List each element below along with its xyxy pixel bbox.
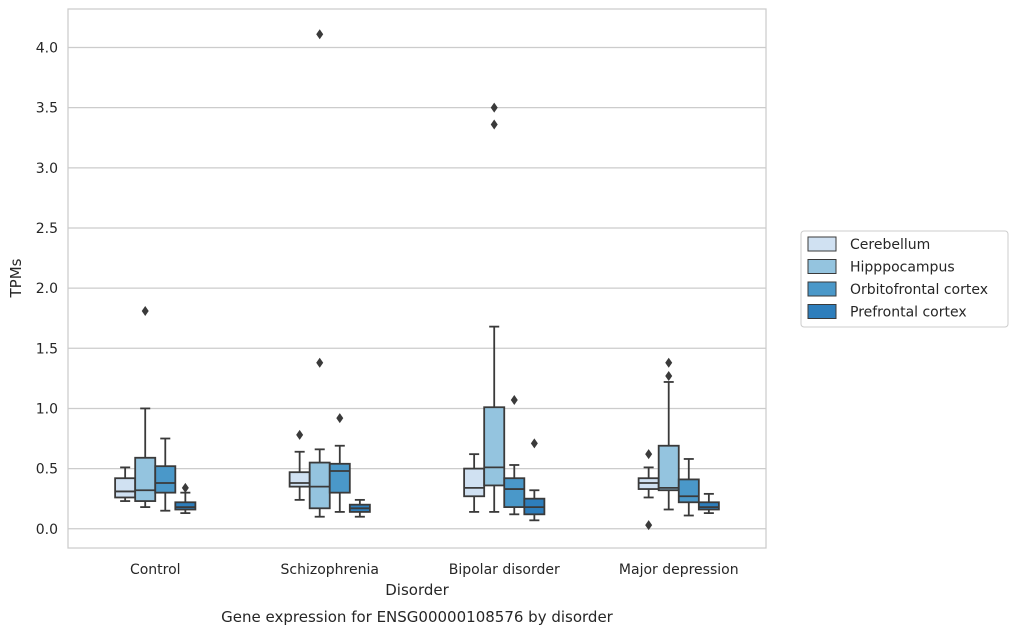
outlier-marker <box>530 438 538 449</box>
y-tick-label: 4.0 <box>36 41 58 57</box>
outlier-marker <box>665 370 673 381</box>
legend: Cerebellum Hipppocampus Orbitofrontal cort… <box>800 230 1009 328</box>
outlier-marker <box>645 520 653 531</box>
y-tick-label: 0.0 <box>36 522 58 538</box>
outlier-marker <box>336 413 344 424</box>
outlier-marker <box>181 482 189 493</box>
box-prefrontal-cortex <box>523 438 546 522</box>
legend-swatch <box>807 304 837 319</box>
box-body <box>328 462 351 494</box>
x-tick-label: Schizophrenia <box>281 562 379 578</box>
legend-label: Prefrontal cortex <box>850 305 967 321</box>
box-body <box>308 461 331 510</box>
outlier-marker <box>316 357 324 368</box>
chart-caption: Gene expression for ENSG00000108576 by d… <box>221 608 614 626</box>
box-body <box>483 406 506 487</box>
box-prefrontal-cortex <box>348 498 371 518</box>
gridlines <box>68 46 766 530</box>
y-tick-label: 1.5 <box>36 341 58 357</box>
y-tick-label: 3.0 <box>36 161 58 177</box>
box-cerebellum <box>637 449 660 531</box>
box-body <box>114 477 137 499</box>
box-body <box>697 501 720 511</box>
legend-swatch <box>807 236 837 252</box>
y-tick-label: 3.5 <box>36 101 58 117</box>
box-body <box>134 456 157 502</box>
box-cerebellum <box>463 453 486 513</box>
box-cerebellum <box>288 429 311 501</box>
box-hipppocampus <box>308 29 331 518</box>
outlier-marker <box>490 119 498 130</box>
box-body <box>288 471 311 488</box>
x-tick-label: Control <box>130 562 181 578</box>
box-orbitofrontal-cortex <box>154 437 177 512</box>
box-hipppocampus <box>134 305 157 508</box>
box-hipppocampus <box>657 357 680 511</box>
box-prefrontal-cortex <box>697 492 720 515</box>
plot-frame <box>67 8 767 549</box>
outlier-marker <box>510 395 518 406</box>
box-body <box>677 478 700 504</box>
y-tick-label: 2.0 <box>36 281 58 297</box>
y-tick-label: 1.0 <box>36 401 58 417</box>
x-tick-label: Major depression <box>619 562 739 578</box>
box-body <box>657 444 680 492</box>
outlier-marker <box>645 449 653 460</box>
legend-swatch <box>807 259 837 274</box>
box-cerebellum <box>114 466 137 502</box>
x-axis-label: Disorder <box>385 581 449 599</box>
box-body <box>463 467 486 498</box>
box-hipppocampus <box>483 102 506 513</box>
box-prefrontal-cortex <box>174 482 197 515</box>
box-body <box>154 465 177 494</box>
outlier-marker <box>316 29 324 40</box>
box-body <box>174 501 197 511</box>
y-tick-label: 2.5 <box>36 221 58 237</box>
x-tick-label: Bipolar disorder <box>449 562 560 578</box>
y-axis-label: TPMs <box>7 258 25 298</box>
x-axis-ticks: Control Schizophrenia Bipolar disorder Majo… <box>130 562 739 578</box>
legend-label: Cerebellum <box>850 237 930 253</box>
outlier-marker <box>490 102 498 113</box>
box-orbitofrontal-cortex <box>328 413 351 513</box>
box-body <box>503 477 526 508</box>
y-axis-ticks: 0.0 0.5 1.0 1.5 2.0 2.5 3.0 3.5 4.0 <box>36 41 58 538</box>
box-orbitofrontal-cortex <box>677 458 700 517</box>
box-orbitofrontal-cortex <box>503 395 526 516</box>
legend-label: Orbitofrontal cortex <box>850 282 988 298</box>
y-tick-label: 0.5 <box>36 462 58 478</box>
outlier-marker <box>141 305 149 316</box>
outlier-marker <box>296 429 304 440</box>
legend-swatch <box>807 281 837 297</box>
legend-frame <box>800 230 1009 328</box>
box-groups <box>114 29 720 531</box>
legend-label: Hipppocampus <box>850 260 955 276</box>
outlier-marker <box>665 357 673 368</box>
